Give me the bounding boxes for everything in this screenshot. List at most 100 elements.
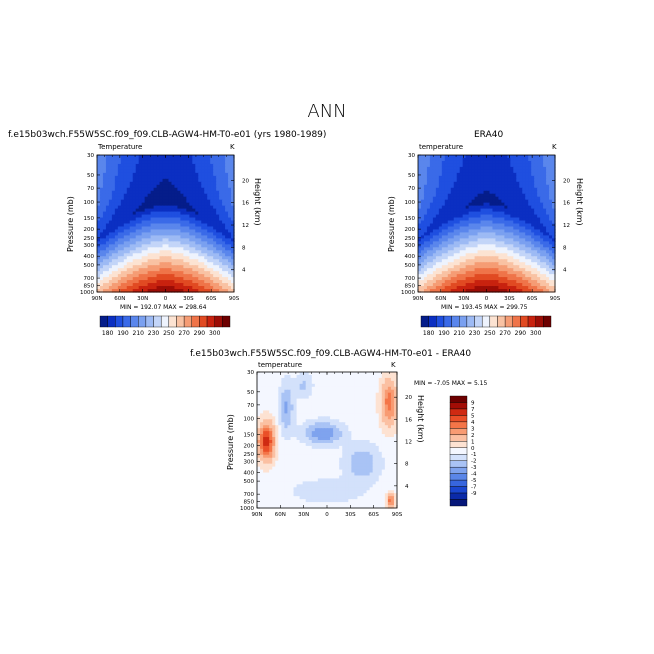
contour-cell [540,157,544,162]
contour-cell [228,226,232,231]
contour-cell [468,196,473,201]
contour-cell [418,226,422,231]
contour-cell [269,380,273,385]
contour-cell [189,175,193,180]
contour-cell [429,211,434,216]
contour-cell [369,383,374,388]
contour-cell [147,238,152,242]
contour-cell [354,392,359,397]
contour-cell [269,386,273,391]
contour-cell [354,372,359,376]
contour-cell [447,271,452,275]
contour-cell [501,199,505,204]
contour-cell [108,250,113,254]
contour-cell [393,392,398,397]
contour-cell [126,196,131,201]
contour-cell [327,392,331,397]
contour-cell [192,277,196,281]
contour-cell [378,386,383,391]
contour-cell [456,190,461,195]
contour-cell [462,160,467,165]
contour-cell [465,277,470,281]
contour-cell [174,289,179,293]
contour-cell [537,190,541,195]
contour-cell [537,283,541,287]
contour-cell [420,205,425,210]
contour-cell [183,211,187,216]
contour-cell [528,265,532,269]
contour-cell [549,181,553,186]
contour-cell [159,214,164,219]
contour-cell [501,256,505,260]
contour-cell [522,199,526,204]
contour-cell [435,166,440,171]
contour-cell [330,404,334,409]
contour-cell [513,259,517,263]
contour-cell [275,386,279,391]
contour-cell [129,262,134,266]
contour-cell [453,181,458,186]
contour-cell [117,265,122,269]
contour-cell [231,196,235,201]
contour-cell [269,383,273,388]
contour-cell [311,395,316,400]
contour-cell [180,178,184,183]
contour-cell [519,208,523,213]
contour-cell [189,217,193,222]
contour-cell [429,238,434,242]
contour-cell [183,181,187,186]
y-tick-label: 500 [84,263,95,269]
panel1-colorbar: 180 190 210 230 250 270 290 300 [99,315,231,337]
contour-cell [435,253,440,257]
contour-cell [156,247,161,251]
contour-cell [150,277,155,281]
contour-cell [516,226,520,231]
contour-cell [144,187,149,192]
contour-cell [486,178,491,183]
contour-cell [465,232,470,237]
contour-cell [153,196,158,201]
contour-cell [263,401,267,406]
contour-cell [135,241,140,245]
contour-cell [153,286,158,290]
contour-cell [423,184,428,189]
contour-cell [207,196,211,201]
contour-cell [552,253,556,257]
contour-cell [528,262,532,266]
contour-cell [111,262,116,266]
contour-cell [165,226,170,231]
contour-cell [225,262,229,266]
contour-cell [360,389,365,394]
contour-cell [525,223,529,228]
contour-cell [378,374,383,379]
contour-cell [495,280,500,284]
contour-cell [483,220,488,225]
contour-cell [489,280,494,284]
contour-cell [450,157,455,162]
contour-cell [447,155,452,159]
contour-cell [441,178,446,183]
contour-cell [225,181,229,186]
contour-cell [450,283,455,287]
contour-cell [111,157,116,162]
contour-cell [296,372,301,376]
contour-cell [198,244,202,248]
contour-cell [459,226,464,231]
contour-cell [423,196,428,201]
contour-cell [552,160,556,165]
contour-cell [498,253,502,257]
contour-cell [462,205,467,210]
contour-cell [296,392,301,397]
contour-cell [207,217,211,222]
contour-cell [201,247,205,251]
contour-cell [498,211,502,216]
contour-cell [102,232,107,237]
colorbar-label: 250 [484,330,496,337]
contour-cell [174,155,179,159]
contour-cell [257,372,261,376]
contour-cell [552,265,556,269]
contour-cell [456,286,461,290]
contour-cell [305,380,310,385]
contour-cell [201,232,205,237]
contour-cell [189,253,193,257]
